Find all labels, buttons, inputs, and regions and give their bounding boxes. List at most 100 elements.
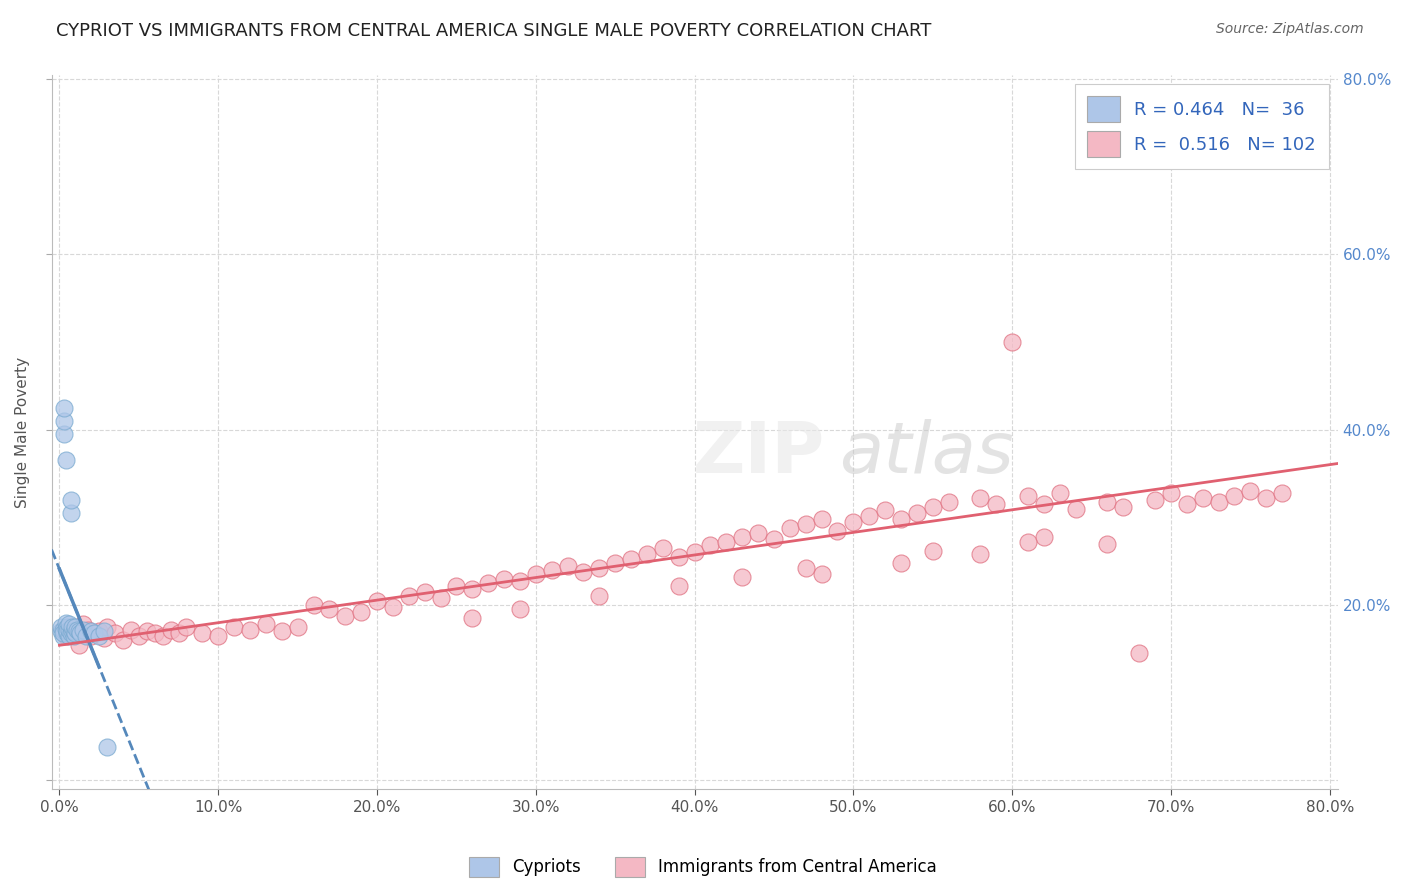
Point [96,620,118,634]
Point [69,626,91,640]
Point [56,626,79,640]
Point [53,401,76,415]
Point [59,492,82,507]
Point [224,620,246,634]
Point [53,427,76,442]
Point [60,620,83,634]
Point [93,624,115,639]
Point [588,561,610,575]
Point [1080,137,1102,152]
Point [1017,488,1039,502]
Point [58,629,80,643]
Point [1001,335,1024,350]
Point [302,598,325,612]
Point [159,623,181,637]
Point [986,497,1008,511]
Point [794,561,817,575]
Y-axis label: Single Male Poverty: Single Male Poverty [15,357,30,508]
Point [969,491,991,505]
Point [83,626,105,640]
Point [84,626,107,640]
Point [1112,500,1135,514]
Point [524,567,547,582]
Point [65,626,87,640]
Point [55,622,77,636]
Point [668,549,690,564]
Point [477,576,499,591]
Point [55,629,77,643]
Point [335,608,357,623]
Text: atlas: atlas [839,419,1014,488]
Point [59,506,82,520]
Point [842,515,865,529]
Point [96,740,118,755]
Point [905,506,928,520]
Point [509,602,531,616]
Point [49,620,72,634]
Point [875,503,897,517]
Point [59,626,82,640]
Point [731,570,754,584]
Point [890,512,912,526]
Point [1017,535,1039,549]
Point [135,624,157,639]
Point [588,590,610,604]
Point [66,623,89,637]
Point [1208,494,1230,508]
Point [381,599,404,614]
Point [191,626,214,640]
Point [56,624,79,639]
Point [413,585,436,599]
Point [1032,497,1054,511]
Point [651,541,673,555]
Point [1223,488,1246,502]
Point [731,530,754,544]
Point [60,624,83,639]
Point [1128,646,1150,660]
Point [1239,484,1261,499]
Point [120,623,142,637]
Point [461,582,484,597]
Point [167,626,190,640]
Point [683,545,706,559]
Point [398,590,420,604]
Point [52,626,75,640]
Point [49,624,72,639]
Point [557,558,579,573]
Text: ZIP: ZIP [693,419,825,488]
Point [938,494,960,508]
Point [72,617,94,632]
Point [111,633,134,648]
Point [287,620,309,634]
Legend: R = 0.464   N=  36, R =  0.516   N= 102: R = 0.464 N= 36, R = 0.516 N= 102 [1074,84,1329,169]
Point [80,629,103,643]
Point [779,521,801,535]
Point [80,624,103,639]
Point [509,574,531,588]
Point [58,617,80,632]
Point [1160,486,1182,500]
Point [969,547,991,561]
Point [77,623,100,637]
Point [636,547,658,561]
Point [366,593,388,607]
Point [67,624,90,639]
Point [65,626,87,640]
Point [890,556,912,570]
Point [540,563,562,577]
Point [858,508,880,523]
Point [55,615,77,630]
Point [89,629,111,643]
Legend: Cypriots, Immigrants from Central America: Cypriots, Immigrants from Central Americ… [463,850,943,884]
Point [747,526,769,541]
Point [1049,486,1071,500]
Point [1175,497,1198,511]
Point [620,552,643,566]
Point [58,623,80,637]
Point [53,414,76,428]
Point [1064,501,1087,516]
Point [59,624,82,639]
Point [62,629,84,643]
Point [67,638,90,652]
Point [152,629,174,643]
